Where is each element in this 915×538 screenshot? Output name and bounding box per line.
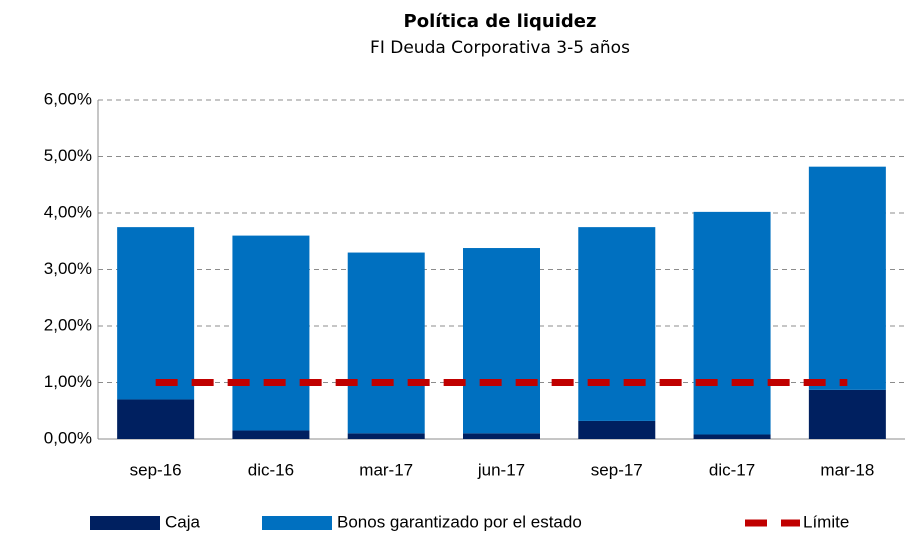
- bar-segment: [578, 227, 656, 421]
- y-tick-label: 6,00%: [44, 89, 92, 108]
- x-tick-label: jun-17: [477, 460, 525, 479]
- legend-label: Límite: [803, 512, 849, 531]
- bar-segment: [578, 420, 656, 439]
- bar-segment: [117, 399, 195, 439]
- bar-segment: [808, 166, 886, 390]
- y-tick-label: 0,00%: [44, 428, 92, 447]
- bar-segment: [463, 248, 540, 434]
- bar-segment: [232, 235, 310, 431]
- bar-segment: [347, 433, 425, 439]
- y-tick-label: 1,00%: [44, 372, 92, 391]
- legend-swatch: [262, 516, 332, 530]
- bar-segment: [232, 430, 310, 439]
- x-tick-label: dic-17: [709, 460, 755, 479]
- chart-subtitle: FI Deuda Corporativa 3-5 años: [370, 38, 630, 58]
- legend-label: Caja: [165, 512, 201, 531]
- bar-segment: [693, 211, 771, 435]
- y-tick-label: 3,00%: [44, 259, 92, 278]
- x-tick-label: dic-16: [248, 460, 294, 479]
- x-tick-label: mar-18: [820, 460, 874, 479]
- x-tick-label: sep-16: [130, 460, 182, 479]
- y-tick-label: 2,00%: [44, 315, 92, 334]
- bar-segment: [117, 227, 195, 400]
- bar-segment: [693, 434, 771, 439]
- y-tick-label: 5,00%: [44, 146, 92, 165]
- chart-title: Política de liquidez: [404, 11, 597, 32]
- x-tick-label: mar-17: [359, 460, 413, 479]
- x-tick-label: sep-17: [591, 460, 643, 479]
- legend-swatch: [90, 516, 160, 530]
- bar-segment: [347, 252, 425, 434]
- y-tick-label: 4,00%: [44, 202, 92, 221]
- legend-label: Bonos garantizado por el estado: [337, 512, 582, 531]
- bar-segment: [808, 389, 886, 439]
- bar-segment: [463, 433, 540, 439]
